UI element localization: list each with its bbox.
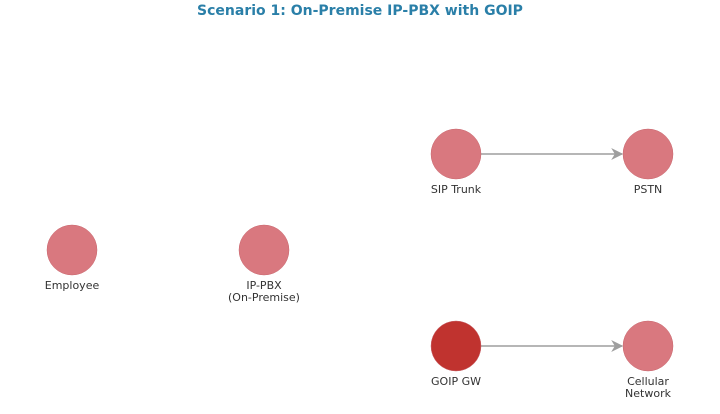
node-circle[interactable]	[430, 320, 482, 372]
node-label: (On-Premise)	[228, 291, 300, 304]
diagram-title: Scenario 1: On-Premise IP-PBX with GOIP	[197, 3, 523, 19]
node-circle[interactable]	[622, 128, 674, 180]
node-label: IP-PBX	[246, 279, 282, 292]
node-circle[interactable]	[622, 320, 674, 372]
node-label: Employee	[45, 279, 100, 292]
node-ippbx[interactable]: IP-PBX(On-Premise)	[227, 224, 301, 305]
node-circle[interactable]	[46, 224, 98, 276]
node-label: SIP Trunk	[431, 183, 482, 196]
node-circle[interactable]	[238, 224, 290, 276]
node-circle[interactable]	[430, 128, 482, 180]
node-label: PSTN	[634, 183, 663, 196]
node-siptrunk[interactable]: SIP Trunk	[430, 128, 483, 197]
node-label: Cellular	[627, 375, 669, 388]
node-label: GOIP GW	[431, 375, 481, 388]
node-pstn[interactable]: PSTN	[622, 128, 674, 197]
node-employee[interactable]: Employee	[44, 224, 101, 293]
node-label: Network	[625, 387, 672, 400]
node-goipgw[interactable]: GOIP GW	[430, 320, 482, 389]
